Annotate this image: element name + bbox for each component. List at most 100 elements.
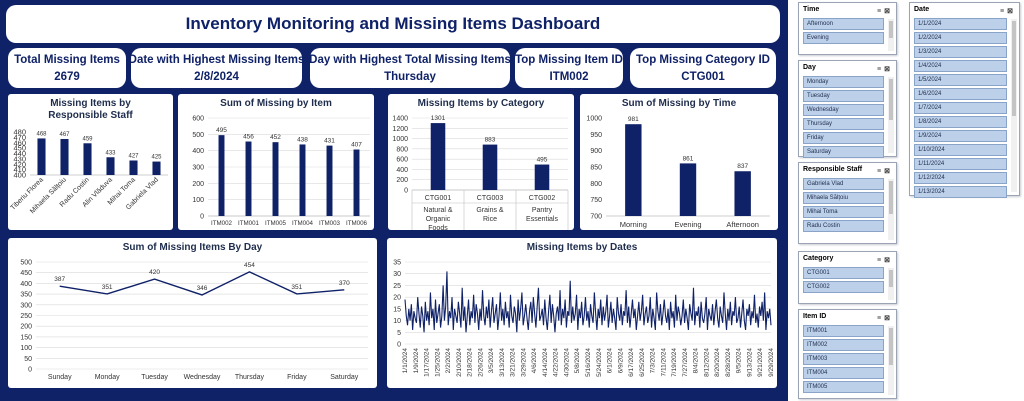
multiselect-clear-filter-icon[interactable]: ≡⊠ [1000,8,1016,15]
slicer-category[interactable]: Category ≡⊠ CTG001 CTG002 [798,251,897,304]
y-tick-label: 0 [28,367,32,374]
kpi-value: ITM002 [549,70,589,83]
slicer-item[interactable]: Afternoon [803,18,884,30]
slicer-item[interactable]: 1/1/2024 [914,18,1007,30]
slicer-item[interactable]: Friday [803,132,884,144]
slicer-item[interactable]: ITM005 [803,381,884,393]
slicer-item[interactable]: Thursday [803,118,884,130]
slicer-item[interactable]: 1/3/2024 [914,46,1007,58]
slicer-item[interactable]: Radu Costin [803,220,884,232]
slicer-item[interactable]: Gabriela Vlad [803,178,884,190]
category-chart-panel[interactable]: Missing Items by Category 0 200 400 600 800 1… [388,94,574,234]
slicer-item[interactable]: 1/7/2024 [914,102,1007,114]
y-tick-label: 1000 [586,116,602,123]
data-label: 438 [297,136,308,143]
multiselect-clear-filter-icon[interactable]: ≡⊠ [877,66,893,73]
slicer-item[interactable]: ITM003 [803,353,884,365]
y-tick-label: 0 [404,188,408,195]
bar [625,124,642,216]
slicer-item[interactable]: 1/4/2024 [914,60,1007,72]
y-tick-label: 15 [393,306,401,313]
dates-chart-panel[interactable]: Missing Items by Dates 0 5 10 15 20 25 30 35 1/1… [387,238,777,388]
slicer-item[interactable]: 1/13/2024 [914,186,1007,198]
multiselect-clear-filter-icon[interactable]: ≡⊠ [877,168,893,175]
kpi-total-missing: Total Missing Items 2679 [8,48,126,88]
y-tick-label: 400 [13,171,26,180]
y-tick-label: 0 [200,214,204,221]
slicer-item-id[interactable]: Item ID ≡⊠ ITM001 ITM002 ITM003 ITM004 ITM005 [798,309,897,399]
scrollbar[interactable] [888,77,894,153]
y-tick-label: 470 [13,133,26,142]
x-group-label: Natural & [423,207,453,214]
scrollbar[interactable] [888,179,894,240]
y-tick-label: 460 [13,138,26,147]
data-label: 883 [485,137,496,144]
slicer-item[interactable]: CTG002 [803,281,884,293]
y-tick-label: 900 [590,148,602,155]
multiselect-clear-filter-icon[interactable]: ≡⊠ [877,8,893,15]
slicer-item[interactable]: 1/6/2024 [914,88,1007,100]
scrollbar[interactable] [888,19,894,51]
x-tick-label: 4/14/2024 [542,348,549,377]
x-tick-label: ITM006 [346,220,368,227]
multiselect-clear-filter-icon[interactable]: ≡⊠ [877,315,893,322]
scrollbar[interactable] [888,326,894,395]
slicer-item[interactable]: 1/11/2024 [914,158,1007,170]
scrollbar-thumb[interactable] [889,21,893,38]
scrollbar-thumb[interactable] [889,181,893,214]
x-tick-label: ITM003 [319,220,341,227]
scrollbar-thumb[interactable] [889,270,893,287]
x-tick-label: CTG002 [529,195,556,202]
slicer-item[interactable]: ITM004 [803,367,884,379]
scrollbar-thumb[interactable] [889,328,893,365]
time-chart-panel[interactable]: Sum of Missing by Time 700 750 800 850 900 95… [580,94,778,230]
slicer-item[interactable]: 1/5/2024 [914,74,1007,86]
scrollbar[interactable] [888,268,894,300]
dates-line-chart: 0 5 10 15 20 25 30 35 1/1/2024 1/9/2024 1/17/2024 1… [393,260,775,377]
kpi-label: Top Missing Item ID [515,53,623,66]
slicer-item[interactable]: Tuesday [803,90,884,102]
y-tick-label: 500 [20,260,32,267]
slicer-item[interactable]: Mihai Toma [803,206,884,218]
slicer-item[interactable]: ITM002 [803,339,884,351]
slicer-time[interactable]: Time ≡⊠ Afternoon Evening [798,2,897,55]
y-tick-label: 10 [393,318,401,325]
slicer-item[interactable]: Mihaela Sălțoiu [803,192,884,204]
item-bar-chart: 0 100 200 300 400 500 600 495 ITM002 456 ITM001 452… [192,116,370,227]
day-chart-panel[interactable]: Sum of Missing Items By Day 0 50 100 150 200… [8,238,377,388]
slicer-header: Item ID ≡⊠ [799,310,896,324]
slicer-item[interactable]: 1/10/2024 [914,144,1007,156]
multiselect-clear-filter-icon[interactable]: ≡⊠ [877,257,893,264]
slicer-item[interactable]: Wednesday [803,104,884,116]
slicer-item[interactable]: ITM001 [803,325,884,337]
slicer-date[interactable]: Date ≡⊠ 1/1/2024 1/2/2024 1/3/2024 1/4/2024 1/… [909,2,1020,198]
slicer-item[interactable]: Monday [803,76,884,88]
data-label: 351 [291,284,302,291]
slicer-item[interactable]: CTG001 [803,267,884,279]
staff-chart-panel[interactable]: Missing Items by Responsible Staff 400 41… [8,94,173,230]
bar [272,142,279,216]
item-chart-panel[interactable]: Sum of Missing by Item 0 100 200 300 400 500 6… [178,94,374,230]
data-label: 981 [628,116,639,123]
x-tick-label: 4/30/2024 [563,348,570,377]
kpi-value: Thursday [384,70,436,83]
slicer-item[interactable]: Saturday [803,146,884,158]
bar [679,163,697,216]
x-tick-label: 2/18/2024 [467,348,474,377]
y-tick-label: 1200 [392,126,408,133]
scrollbar-thumb[interactable] [1012,21,1016,116]
bar [299,144,306,216]
slicer-item[interactable]: 1/2/2024 [914,32,1007,44]
scrollbar[interactable] [1011,19,1017,192]
y-tick-label: 400 [396,167,408,174]
slicer-item[interactable]: Evening [803,32,884,44]
y-tick-label: 950 [590,132,602,139]
scrollbar-thumb[interactable] [889,79,893,120]
slicer-day[interactable]: Day ≡⊠ Monday Tuesday Wednesday Thursday Frida… [798,60,897,158]
kpi-label: Day with Highest Total Missing Items [309,53,511,66]
slicer-item[interactable]: 1/12/2024 [914,172,1007,184]
slicer-item[interactable]: 1/9/2024 [914,130,1007,142]
slicer-responsible-staff[interactable]: Responsible Staff ≡⊠ Gabriela Vlad Mihaela … [798,162,897,244]
x-tick-label: 2/2/2024 [445,348,452,374]
slicer-item[interactable]: 1/8/2024 [914,116,1007,128]
